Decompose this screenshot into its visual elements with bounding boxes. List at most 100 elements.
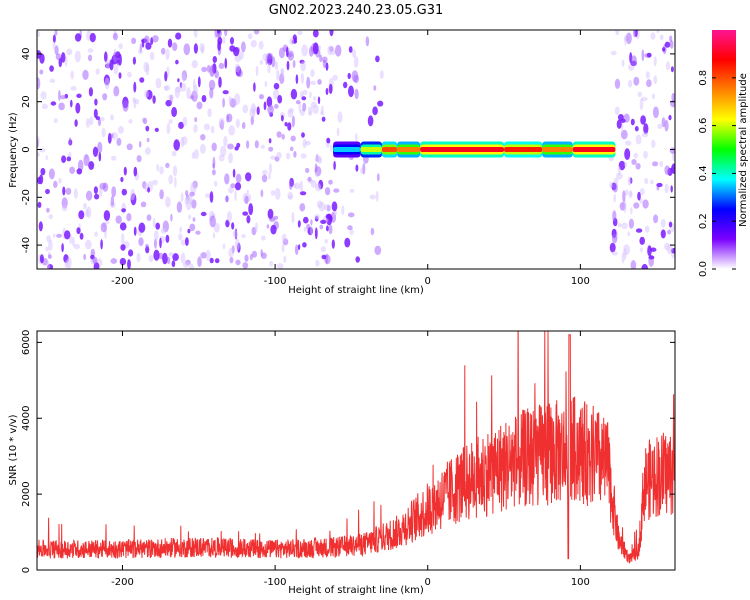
noise-blob [244,254,249,262]
noise-blob [335,44,342,57]
noise-blob [320,219,327,224]
noise-blob [267,208,274,220]
noise-blob [119,257,127,266]
noise-blob [268,138,272,144]
colorbar-tick-label: 0.8 [698,70,709,86]
noise-blob [664,165,670,175]
noise-blob [111,155,117,161]
noise-blob [630,55,637,67]
noise-blob [154,127,159,132]
noise-blob [665,61,670,71]
noise-blob [231,222,235,230]
noise-blob [149,51,155,61]
noise-blob [197,76,201,88]
noise-blob [326,225,329,232]
noise-blob [236,142,241,148]
noise-blob [614,106,620,116]
noise-blob [269,260,274,267]
noise-blob [200,134,206,141]
noise-blob [352,49,357,58]
noise-blob [247,33,253,40]
noise-blob [144,90,149,98]
noise-blob [179,226,183,233]
noise-blob [222,36,226,44]
noise-blob [165,162,170,169]
noise-blob [621,59,625,67]
noise-blob [354,88,359,100]
noise-blob [61,52,66,63]
noise-blob [126,143,133,151]
noise-blob [347,212,355,218]
noise-blob [349,188,355,193]
noise-blob [274,103,279,109]
noise-blob [254,140,259,149]
noise-blob [52,42,56,50]
noise-blob [644,225,650,233]
noise-blob [156,164,160,172]
noise-blob [212,232,216,239]
noise-blob [664,41,671,48]
noise-blob [46,235,51,243]
noise-blob [274,187,281,200]
noise-blob [196,101,203,110]
noise-blob [98,187,103,197]
noise-blob [260,144,265,149]
noise-blob [209,191,214,203]
noise-blob [140,201,147,208]
noise-blob [40,167,46,176]
noise-blob [270,190,276,196]
noise-blob [218,117,225,127]
y-tick-label: -20 [21,189,32,205]
noise-blob [301,132,305,138]
spectrogram-x-label: Height of straight line (km) [288,285,424,296]
noise-blob [624,140,632,146]
noise-blob [660,229,666,239]
noise-blob [209,65,215,77]
noise-blob [353,74,360,84]
noise-blob [300,153,307,159]
noise-blob [270,224,277,235]
noise-blob [287,191,294,199]
noise-blob [260,249,263,257]
noise-blob [290,135,296,142]
noise-blob [76,227,81,235]
noise-blob [312,42,319,55]
noise-blob [212,156,216,169]
noise-blob [650,179,654,185]
noise-blob [146,214,152,221]
noise-blob [343,81,348,89]
noise-blob [152,35,159,43]
noise-blob [283,255,287,263]
noise-blob [203,123,211,131]
noise-blob [207,108,212,117]
noise-blob [235,173,242,183]
noise-blob [185,190,189,197]
noise-blob [344,237,351,248]
noise-blob [76,168,83,175]
noise-blob [127,71,132,78]
noise-blob [670,185,673,193]
signal-band-core [397,147,421,152]
noise-blob [89,116,94,126]
noise-blob [182,116,188,127]
noise-blob [353,56,359,68]
noise-blob [301,44,308,57]
noise-blob [640,247,643,253]
noise-blob [60,95,66,100]
noise-blob [360,167,364,175]
noise-blob [266,96,273,107]
noise-blob [224,30,228,37]
noise-blob [85,209,89,217]
noise-blob [180,252,186,264]
noise-blob [199,42,205,53]
noise-blob [120,244,126,251]
noise-blob [168,252,174,257]
noise-blob [128,119,133,124]
noise-blob [110,195,115,207]
noise-blob [281,68,284,79]
noise-blob [310,80,316,86]
snr-frame [36,330,676,571]
noise-blob [281,233,287,243]
noise-blob [58,90,61,101]
noise-blob [217,30,221,34]
